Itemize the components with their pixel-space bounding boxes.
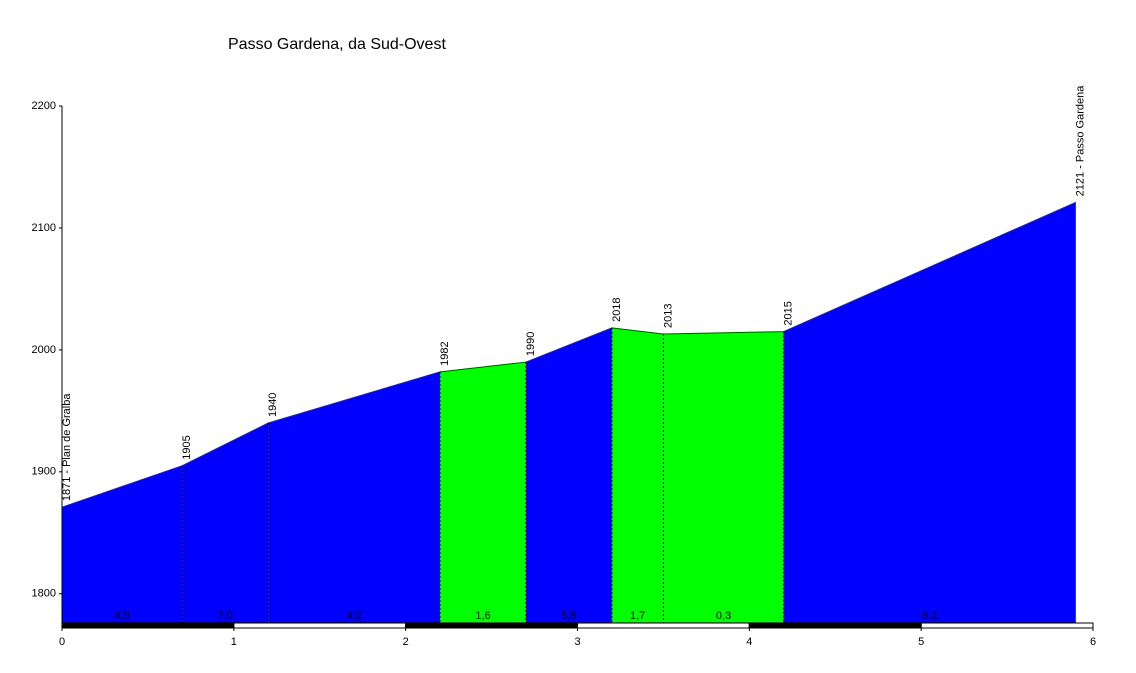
y-tick-label: 1900: [32, 466, 56, 478]
point-label: 2013: [662, 304, 674, 328]
x-tick-label: 2: [403, 636, 409, 648]
point-label: 2121 - Passo Gardena: [1075, 85, 1087, 197]
point-label: 1940: [267, 393, 279, 417]
y-tick-label: 2000: [32, 344, 56, 356]
x-tick-label: 5: [918, 636, 924, 648]
segment-gradient-label: 0,3: [716, 610, 731, 622]
point-label: 2015: [783, 301, 795, 325]
point-label: 1871 - Plan de Gralba: [61, 393, 73, 502]
segment-gradient-label: 4,2: [346, 610, 361, 622]
x-axis-band: [233, 622, 407, 629]
y-tick-label: 1800: [32, 588, 56, 600]
profile-segment: [62, 465, 183, 623]
profile-segment: [440, 362, 526, 623]
x-axis-band: [61, 622, 235, 629]
point-label: 1990: [525, 332, 537, 356]
profile-segment: [268, 371, 441, 623]
x-tick-label: 3: [574, 636, 580, 648]
x-tick-label: 4: [746, 636, 752, 648]
segment-gradient-label: 4,9: [114, 610, 129, 622]
profile-segment: [525, 327, 612, 623]
segment-gradient-label: 1,7: [630, 610, 645, 622]
x-tick-label: 6: [1090, 636, 1096, 648]
y-tick-label: 2200: [32, 100, 56, 112]
segment-gradient-label: 5,6: [561, 610, 576, 622]
x-axis-band: [577, 622, 750, 629]
x-tick-label: 1: [231, 636, 237, 648]
segment-gradient-label: 7,0: [218, 610, 233, 622]
profile-segment: [182, 423, 269, 623]
profile-segment: [663, 331, 784, 623]
segment-gradient-label: 1,6: [475, 610, 490, 622]
point-label: 1905: [181, 435, 193, 459]
point-label: 2018: [611, 297, 623, 321]
x-axis-band: [405, 622, 578, 629]
x-axis-band: [748, 622, 922, 629]
profile-segment: [611, 327, 664, 623]
chart-title: Passo Gardena, da Sud-Ovest: [228, 36, 446, 53]
profile-segment: [783, 202, 1076, 624]
point-label: 1982: [439, 341, 451, 365]
x-tick-label: 0: [59, 636, 65, 648]
segment-gradient-label: 6,2: [922, 610, 937, 622]
x-axis-band: [920, 622, 1094, 629]
y-tick-label: 2100: [32, 222, 56, 234]
